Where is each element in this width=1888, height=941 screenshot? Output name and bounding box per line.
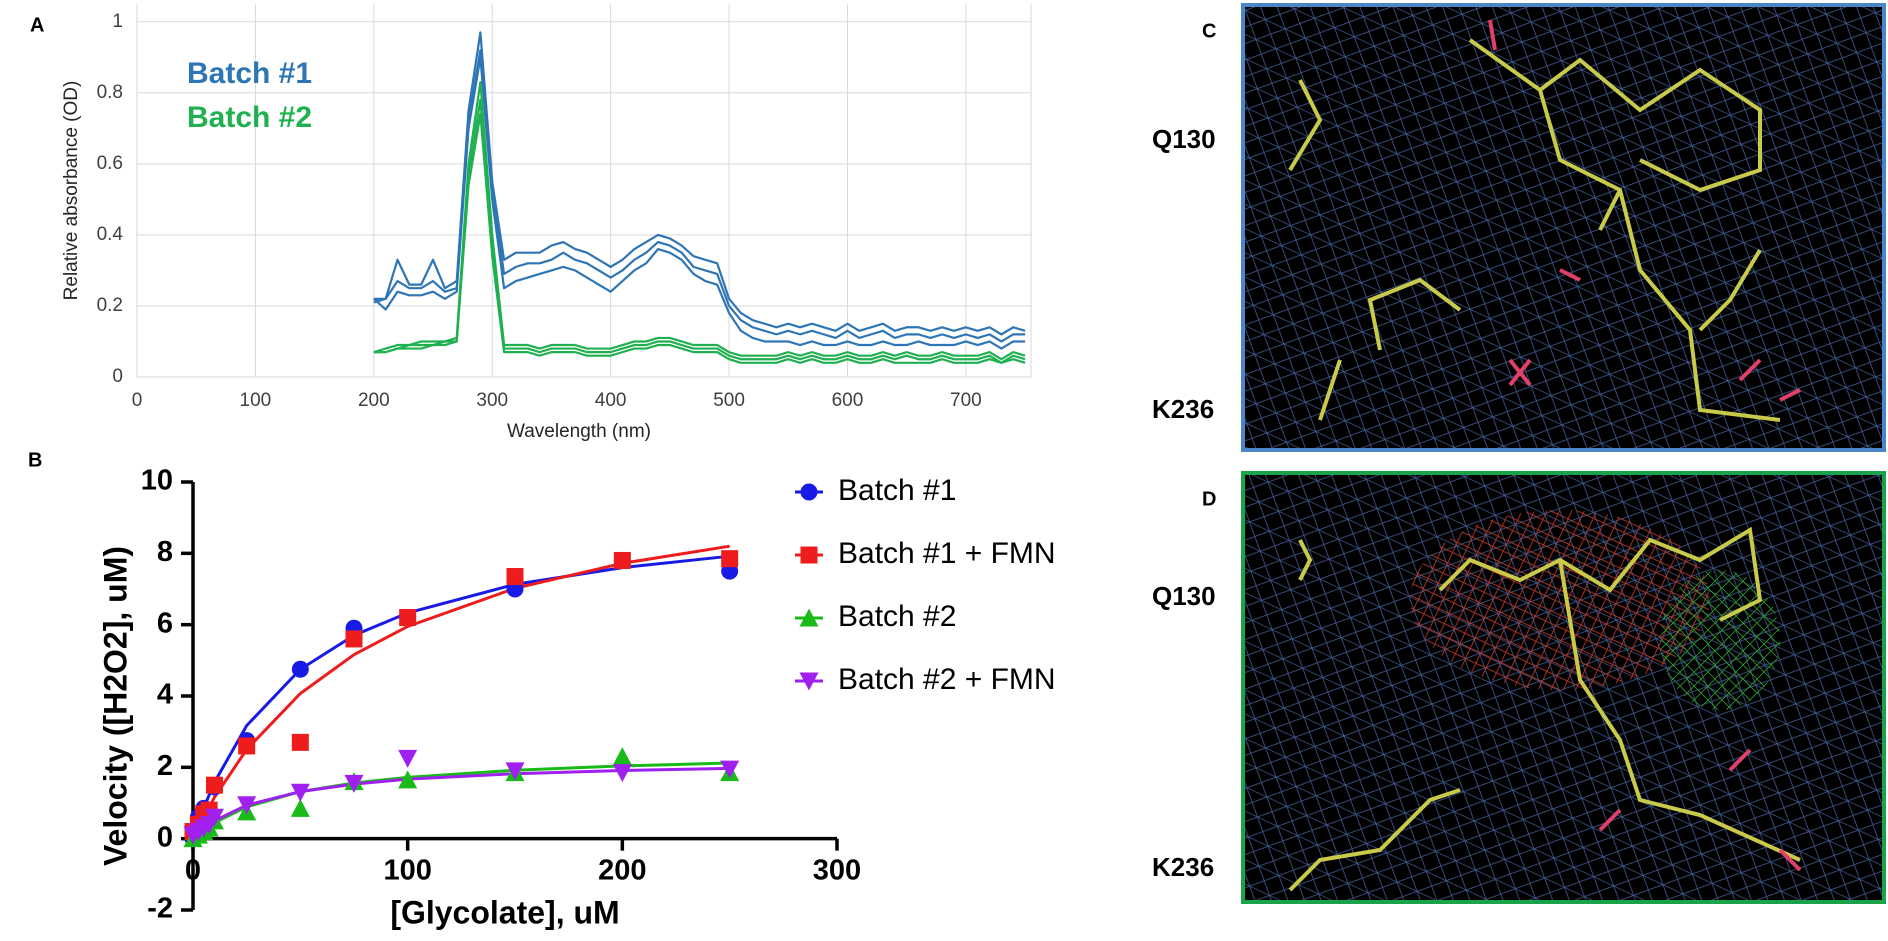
y-tick-label: 2 (157, 750, 173, 782)
x-tick-label: 300 (476, 390, 508, 411)
y-tick-label: 0.6 (97, 153, 123, 174)
residue-label: Q130 (1152, 124, 1216, 154)
y-tick-label: 6 (157, 607, 173, 639)
y-tick-label: 0.4 (97, 224, 124, 245)
y-tick-label: 0.2 (97, 295, 123, 316)
spectrum-line (373, 31, 1026, 336)
point (345, 630, 363, 648)
panel-letter: A (30, 14, 44, 36)
x-tick-label: 100 (240, 390, 272, 411)
y-axis-label: Relative absorbance (OD) (61, 81, 82, 301)
structure-panel: D Q130 K236 (1152, 471, 1886, 904)
spectrum-line (373, 98, 1026, 364)
legend-marker (800, 483, 818, 501)
residue-label: Q130 (1152, 581, 1216, 611)
y-tick-label: 0 (112, 366, 123, 387)
legend-marker (799, 672, 819, 691)
fit-curve (192, 761, 730, 840)
point (506, 568, 524, 586)
legend-label: Batch #2 (838, 600, 956, 633)
x-tick-label: 200 (598, 854, 646, 886)
difference-density (1410, 510, 1710, 690)
point (205, 776, 223, 794)
point (612, 764, 632, 783)
point (291, 733, 309, 751)
residue-label: K236 (1152, 394, 1214, 424)
x-tick-label: 0 (185, 854, 201, 886)
point (237, 796, 257, 815)
spectrum-line (373, 56, 1026, 350)
difference-density (1660, 570, 1780, 710)
legend-label: Batch #2 + FMN (838, 663, 1056, 696)
y-axis-label: Velocity ([H2O2], uM) (97, 546, 133, 866)
point (720, 760, 740, 779)
y-tick-label: 8 (157, 536, 173, 568)
panel-letter: C (1202, 20, 1216, 42)
spectrum-line (373, 113, 1026, 364)
point (612, 747, 632, 766)
structure-panel: C Q130 K236 (1152, 3, 1886, 452)
panel-letter: B (28, 449, 42, 471)
x-tick-label: 600 (832, 390, 864, 411)
y-tick-label: -2 (147, 893, 173, 925)
y-tick-label: 4 (157, 679, 173, 711)
legend-label: Batch #1 (838, 474, 956, 507)
y-tick-label: 10 (141, 465, 173, 497)
legend-label: Batch #1 + FMN (838, 537, 1056, 570)
x-tick-label: 100 (383, 854, 431, 886)
fit-curve (191, 544, 730, 840)
point (291, 660, 309, 678)
model-atoms (1598, 748, 1802, 872)
spectrum-line (373, 81, 1026, 361)
point (399, 609, 417, 627)
point (238, 737, 256, 755)
residue-label: K236 (1152, 852, 1214, 882)
point (398, 749, 418, 768)
point (290, 783, 310, 802)
point (721, 550, 739, 568)
x-tick-label: 0 (132, 390, 143, 411)
model-sticks (1288, 38, 1781, 422)
panel-letter: D (1202, 488, 1216, 510)
series-annotation: Batch #2 (187, 101, 312, 134)
point (290, 798, 310, 817)
fit-curve (191, 554, 730, 840)
fit-curve (191, 766, 730, 840)
y-tick-label: 1 (112, 11, 123, 32)
density-mesh (1245, 7, 1882, 448)
point (398, 770, 418, 789)
x-tick-label: 700 (950, 390, 982, 411)
y-tick-label: 0.8 (97, 82, 123, 103)
legend-marker (800, 546, 818, 564)
point (344, 774, 364, 793)
point (204, 808, 224, 827)
x-tick-label: 400 (595, 390, 627, 411)
series-annotation: Batch #1 (187, 57, 312, 90)
x-tick-label: 200 (358, 390, 390, 411)
x-axis-label: [Glycolate], uM (390, 894, 619, 930)
x-axis-label: Wavelength (nm) (507, 421, 651, 442)
point (613, 551, 631, 569)
x-tick-label: 500 (713, 390, 745, 411)
x-tick-label: 300 (813, 854, 861, 886)
legend-marker (799, 608, 819, 627)
point (505, 762, 525, 781)
model-atoms (1488, 19, 1801, 402)
model-sticks (1288, 526, 1801, 892)
y-tick-label: 0 (157, 821, 173, 853)
